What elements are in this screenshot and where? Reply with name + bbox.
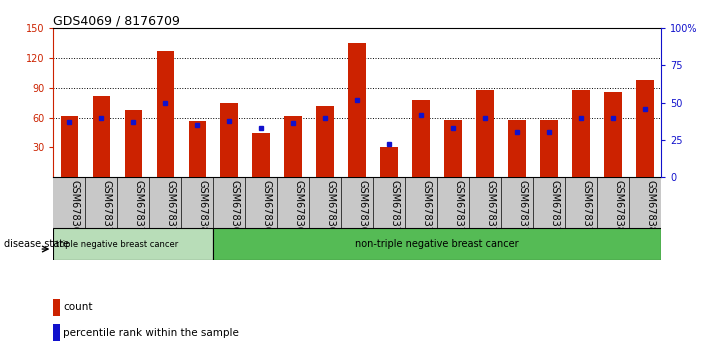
Text: GSM678376: GSM678376 bbox=[517, 179, 528, 239]
Bar bbox=[540, 120, 558, 177]
Bar bbox=[508, 120, 526, 177]
Text: GSM678369: GSM678369 bbox=[69, 179, 80, 239]
Text: GDS4069 / 8176709: GDS4069 / 8176709 bbox=[53, 14, 180, 27]
Text: GSM678374: GSM678374 bbox=[485, 179, 496, 239]
Bar bbox=[412, 100, 430, 177]
Bar bbox=[284, 115, 302, 177]
Bar bbox=[92, 96, 110, 177]
Text: GSM678364: GSM678364 bbox=[229, 179, 240, 239]
Bar bbox=[348, 43, 366, 177]
Bar bbox=[636, 80, 654, 177]
Text: GSM678375: GSM678375 bbox=[133, 179, 144, 239]
Text: GSM678379: GSM678379 bbox=[581, 179, 592, 239]
Text: GSM678371: GSM678371 bbox=[421, 179, 432, 239]
Text: GSM678380: GSM678380 bbox=[613, 179, 624, 239]
Bar bbox=[604, 92, 622, 177]
Text: disease state: disease state bbox=[4, 239, 69, 249]
Bar bbox=[380, 147, 398, 177]
Bar bbox=[572, 90, 590, 177]
Text: triple negative breast cancer: triple negative breast cancer bbox=[56, 240, 178, 249]
Bar bbox=[213, 228, 661, 260]
Bar bbox=[60, 115, 78, 177]
Text: GSM678373: GSM678373 bbox=[101, 179, 112, 239]
Bar bbox=[124, 110, 142, 177]
Bar bbox=[220, 103, 238, 177]
Bar bbox=[476, 90, 494, 177]
Text: count: count bbox=[63, 302, 92, 312]
Bar bbox=[53, 299, 60, 316]
Bar bbox=[316, 105, 334, 177]
Text: GSM678372: GSM678372 bbox=[453, 179, 464, 239]
Bar bbox=[444, 120, 462, 177]
Text: GSM678366: GSM678366 bbox=[293, 179, 304, 239]
Bar bbox=[53, 324, 60, 341]
Text: GSM678368: GSM678368 bbox=[357, 179, 368, 239]
Bar bbox=[156, 51, 174, 177]
Text: non-triple negative breast cancer: non-triple negative breast cancer bbox=[356, 239, 519, 249]
Text: GSM678377: GSM678377 bbox=[549, 179, 560, 239]
Bar bbox=[53, 228, 213, 260]
Bar bbox=[188, 120, 206, 177]
Text: GSM678381: GSM678381 bbox=[645, 179, 656, 239]
Bar bbox=[252, 133, 270, 177]
Text: GSM678365: GSM678365 bbox=[261, 179, 272, 239]
Text: GSM678367: GSM678367 bbox=[325, 179, 336, 239]
Text: GSM678382: GSM678382 bbox=[197, 179, 208, 239]
Text: GSM678370: GSM678370 bbox=[389, 179, 400, 239]
Text: GSM678378: GSM678378 bbox=[165, 179, 176, 239]
Text: percentile rank within the sample: percentile rank within the sample bbox=[63, 328, 239, 338]
